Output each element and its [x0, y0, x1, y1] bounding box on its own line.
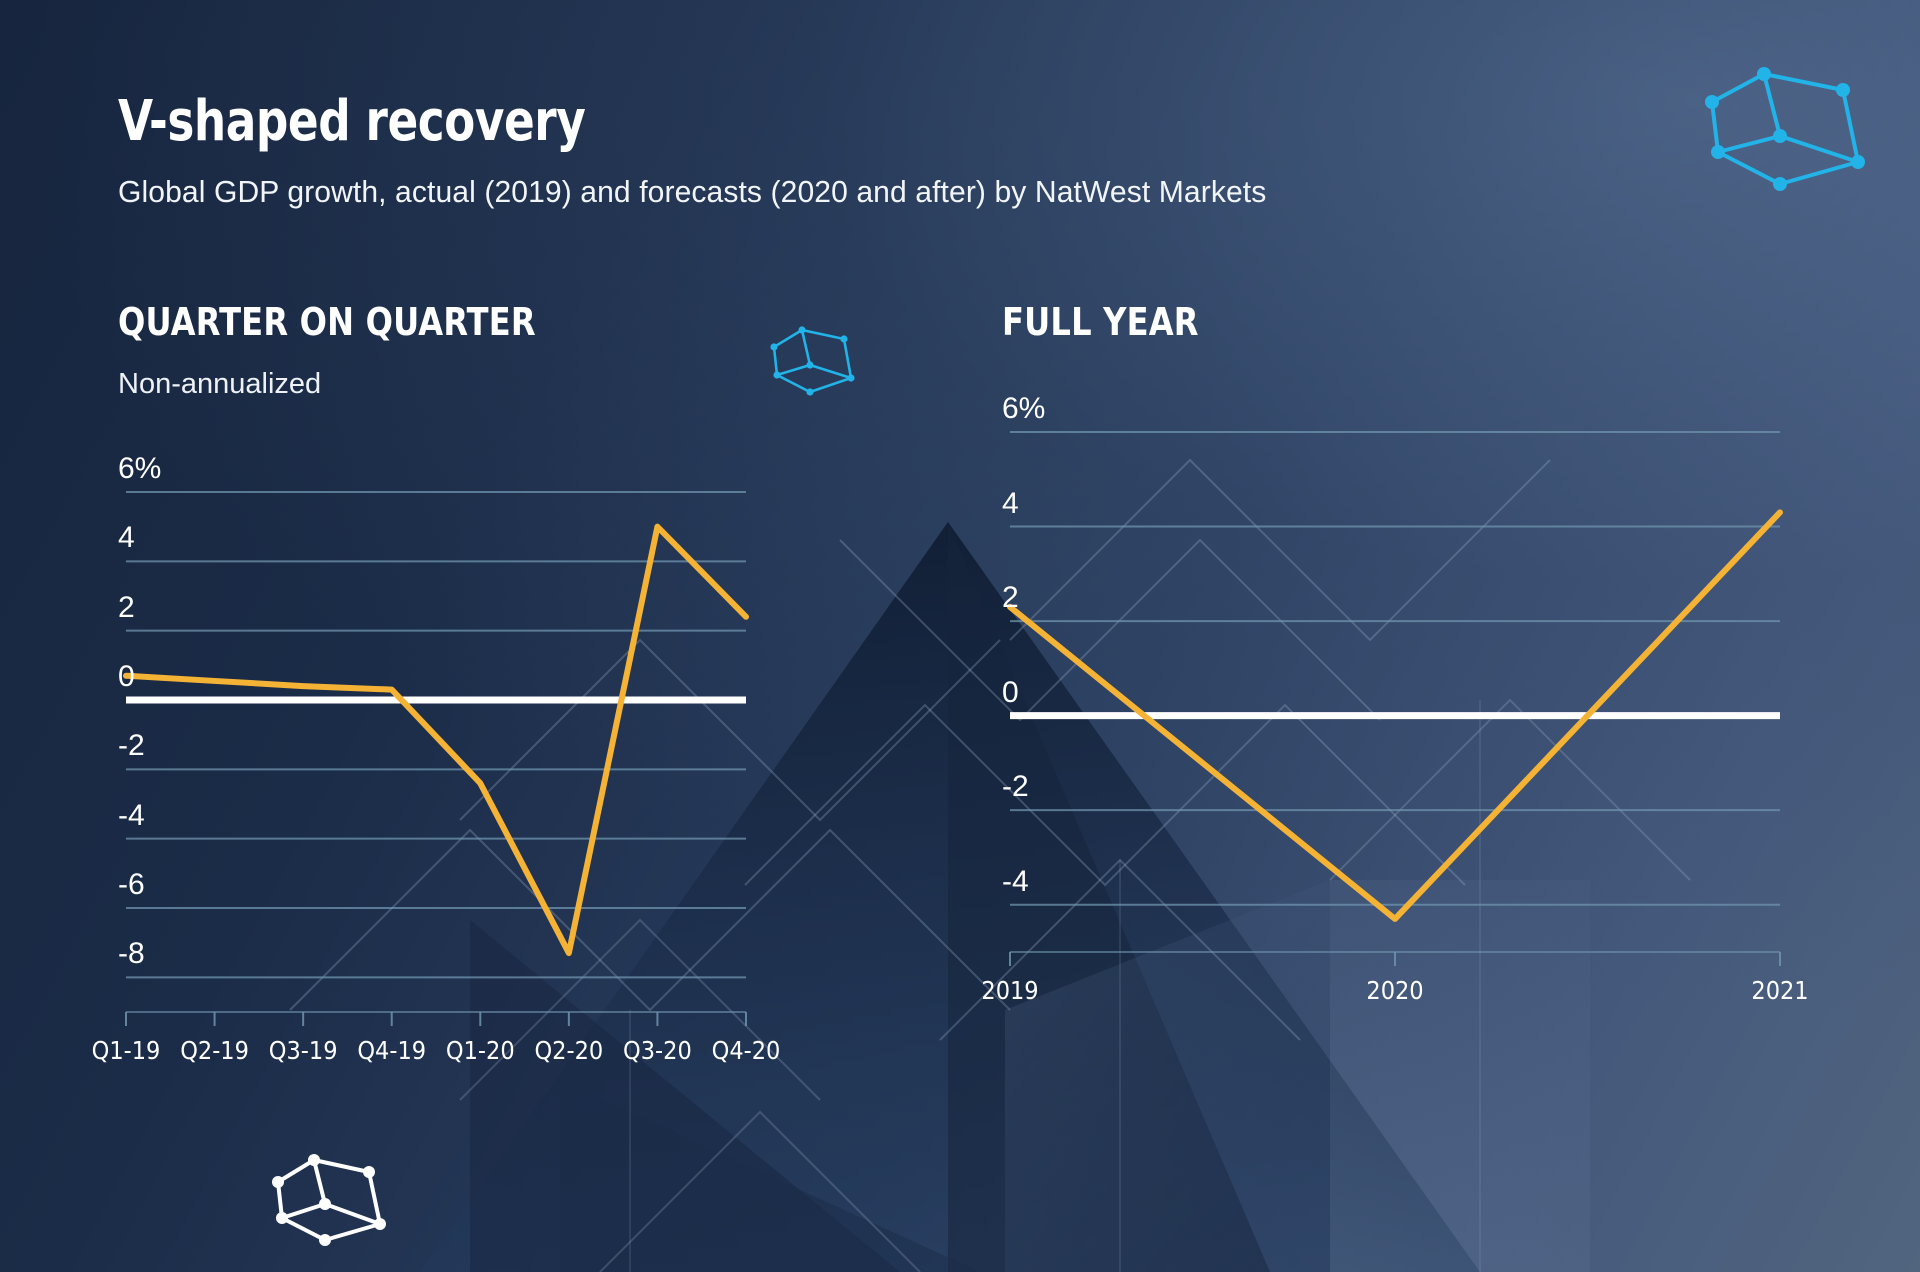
y-axis-label: -4	[1002, 864, 1029, 898]
x-axis-label: Q1-20	[445, 1036, 515, 1065]
y-axis-label: -4	[118, 798, 145, 832]
x-axis-label: Q4-19	[357, 1036, 427, 1065]
page-title: V-shaped recovery	[118, 89, 586, 154]
x-axis-label: Q2-19	[180, 1036, 249, 1065]
x-axis-label: Q2-20	[534, 1036, 604, 1065]
chart-plot-area-left	[123, 491, 749, 1026]
chart-full-year: 6% 4 2 0 -2 -4 2019 2020 2021	[981, 394, 1808, 1078]
y-axis-label: 6%	[118, 452, 162, 485]
header: V-shaped recovery Global GDP growth, act…	[118, 94, 1618, 210]
y-axis-label: 4	[1002, 486, 1019, 520]
panel-quarter-on-quarter: QUARTER ON QUARTER Non-annualized 6% 4 2 0 -…	[92, 300, 918, 1063]
y-axis-label: -8	[118, 937, 145, 971]
x-axis-label: 2020	[1366, 976, 1424, 1005]
panel-title-quarter-on-quarter: QUARTER ON QUARTER	[118, 300, 536, 344]
chart-plot-area-right	[1007, 431, 1783, 966]
y-axis-label: -6	[118, 868, 145, 901]
panel-subtitle-quarter-on-quarter: Non-annualized	[118, 368, 322, 400]
x-axis-label: Q1-19	[91, 1036, 161, 1065]
panel-full-year: FULL YEAR 6% 4 2 0 -2 -4 2019 2020 2021	[981, 300, 1808, 1003]
x-axis-label: Q3-20	[623, 1036, 692, 1065]
y-axis-label: 2	[118, 590, 135, 624]
x-axis-label: Q4-20	[711, 1036, 781, 1065]
cube-logo-middle-icon	[768, 322, 858, 408]
y-axis-label: 2	[1002, 581, 1019, 615]
cube-logo-bottom-icon	[270, 1148, 390, 1272]
y-axis-label: 0	[1002, 675, 1019, 709]
y-axis-label: 0	[118, 660, 135, 693]
charts-container: QUARTER ON QUARTER Non-annualized 6% 4 2 0 -…	[0, 300, 1920, 1200]
chart-quarter-on-quarter: 6% 4 2 0 -2 -4 -6 -8 Q1-19 Q2-19 Q3-19 Q4-19 Q1-20 Q…	[92, 454, 918, 1078]
y-axis-label: 6%	[1002, 392, 1046, 425]
x-axis-label: 2021	[1751, 976, 1809, 1005]
page-subtitle: Global GDP growth, actual (2019) and for…	[118, 174, 1267, 209]
y-axis-label: 4	[118, 521, 135, 555]
x-axis-label: Q3-19	[268, 1036, 338, 1065]
y-axis-label: -2	[1002, 770, 1029, 804]
y-axis-label: -2	[118, 729, 145, 763]
data-series-line	[123, 523, 749, 957]
panel-title-full-year: FULL YEAR	[1002, 300, 1199, 344]
cube-logo-hero-icon	[1702, 54, 1874, 214]
x-axis-label: 2019	[981, 976, 1039, 1005]
data-series-line	[1007, 509, 1783, 922]
